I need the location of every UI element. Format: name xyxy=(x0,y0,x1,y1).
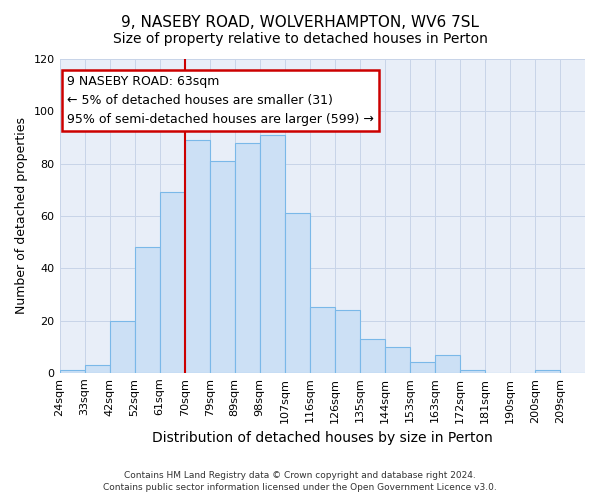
Bar xyxy=(435,354,460,373)
Bar xyxy=(410,362,435,373)
Text: Contains HM Land Registry data © Crown copyright and database right 2024.
Contai: Contains HM Land Registry data © Crown c… xyxy=(103,471,497,492)
Bar xyxy=(260,135,285,373)
Bar xyxy=(185,140,209,373)
Bar xyxy=(535,370,560,373)
Bar xyxy=(460,370,485,373)
Bar xyxy=(385,346,410,373)
Bar xyxy=(110,320,134,373)
Bar xyxy=(235,142,260,373)
Bar xyxy=(310,308,335,373)
Bar xyxy=(85,365,110,373)
Bar xyxy=(360,339,385,373)
Bar xyxy=(209,161,235,373)
Text: 9, NASEBY ROAD, WOLVERHAMPTON, WV6 7SL: 9, NASEBY ROAD, WOLVERHAMPTON, WV6 7SL xyxy=(121,15,479,30)
Y-axis label: Number of detached properties: Number of detached properties xyxy=(15,118,28,314)
Bar xyxy=(59,370,85,373)
Text: Size of property relative to detached houses in Perton: Size of property relative to detached ho… xyxy=(113,32,487,46)
Bar xyxy=(335,310,360,373)
Bar xyxy=(134,248,160,373)
X-axis label: Distribution of detached houses by size in Perton: Distribution of detached houses by size … xyxy=(152,431,493,445)
Bar xyxy=(285,214,310,373)
Text: 9 NASEBY ROAD: 63sqm
← 5% of detached houses are smaller (31)
95% of semi-detach: 9 NASEBY ROAD: 63sqm ← 5% of detached ho… xyxy=(67,74,374,126)
Bar xyxy=(160,192,185,373)
